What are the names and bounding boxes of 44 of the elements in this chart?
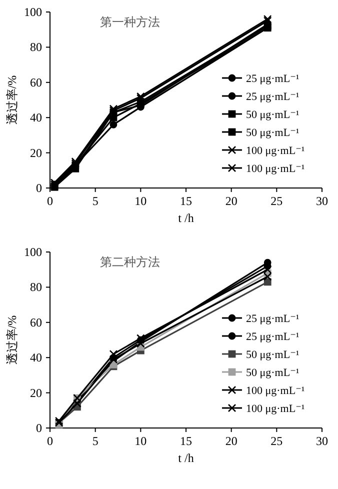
x-tick-label: 15	[180, 434, 192, 448]
legend-label: 25 μg·mL⁻¹	[246, 313, 300, 325]
legend-label: 25 μg·mL⁻¹	[246, 91, 300, 103]
x-tick-label: 15	[180, 194, 192, 208]
y-axis-title: 透过率/%	[5, 75, 19, 125]
y-axis-title: 透过率/%	[5, 315, 19, 365]
chart-title: 第一种方法	[100, 15, 160, 29]
x-tick-label: 30	[316, 434, 328, 448]
y-tick-label: 20	[30, 146, 42, 160]
legend-label: 50 μg·mL⁻¹	[246, 349, 300, 361]
x-tick-label: 25	[270, 194, 283, 208]
legend-label: 100 μg·mL⁻¹	[246, 385, 305, 397]
chart-title: 第二种方法	[100, 255, 160, 269]
y-tick-label: 20	[30, 386, 42, 400]
x-tick-label: 30	[316, 194, 328, 208]
y-tick-label: 0	[36, 421, 42, 435]
y-tick-label: 40	[30, 350, 42, 365]
y-tick-label: 60	[30, 75, 42, 90]
legend-label: 100 μg·mL⁻¹	[246, 163, 305, 175]
y-tick-label: 100	[24, 245, 42, 259]
legend-label: 100 μg·mL⁻¹	[246, 145, 305, 157]
x-axis-title: t /h	[178, 451, 194, 465]
legend-label: 50 μg·mL⁻¹	[246, 367, 300, 379]
y-tick-label: 80	[30, 280, 42, 294]
x-tick-label: 25	[270, 434, 283, 448]
x-tick-label: 0	[47, 194, 53, 208]
x-axis-title: t /h	[178, 211, 194, 225]
y-tick-label: 40	[30, 110, 42, 125]
x-tick-label: 0	[47, 434, 53, 448]
x-tick-label: 5	[92, 194, 98, 208]
legend-label: 50 μg·mL⁻¹	[246, 127, 300, 139]
legend-label: 25 μg·mL⁻¹	[246, 73, 300, 85]
legend-label: 25 μg·mL⁻¹	[246, 331, 300, 343]
legend-label: 100 μg·mL⁻¹	[246, 403, 305, 415]
x-tick-label: 5	[92, 434, 98, 448]
y-tick-label: 60	[30, 315, 42, 330]
y-tick-label: 0	[36, 181, 42, 195]
x-tick-label: 10	[134, 434, 147, 448]
x-tick-label: 20	[225, 434, 238, 448]
legend-label: 50 μg·mL⁻¹	[246, 109, 300, 121]
y-tick-label: 80	[30, 40, 42, 54]
x-tick-label: 10	[134, 194, 147, 208]
x-tick-label: 20	[225, 194, 238, 208]
y-tick-label: 100	[24, 5, 42, 19]
